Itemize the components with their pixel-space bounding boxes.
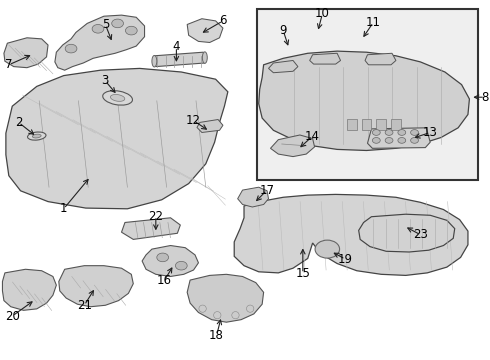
Polygon shape [142, 246, 198, 276]
Text: 17: 17 [260, 184, 274, 197]
Polygon shape [122, 218, 180, 239]
Text: 2: 2 [15, 116, 23, 129]
Text: 20: 20 [5, 310, 20, 323]
Text: 1: 1 [60, 202, 68, 215]
Polygon shape [376, 119, 386, 130]
Text: 22: 22 [148, 210, 163, 222]
Text: 3: 3 [101, 75, 109, 87]
Circle shape [385, 130, 393, 135]
Text: 15: 15 [295, 267, 310, 280]
Ellipse shape [103, 91, 132, 105]
Circle shape [65, 44, 77, 53]
Text: 7: 7 [5, 58, 13, 71]
Ellipse shape [27, 132, 46, 140]
Polygon shape [347, 119, 357, 130]
Circle shape [411, 130, 418, 135]
Polygon shape [259, 51, 469, 150]
Polygon shape [238, 187, 269, 207]
Polygon shape [270, 135, 315, 157]
Circle shape [92, 24, 104, 33]
Ellipse shape [110, 94, 125, 102]
Polygon shape [362, 119, 371, 130]
Polygon shape [310, 53, 341, 64]
Circle shape [372, 138, 380, 143]
Text: 8: 8 [481, 91, 489, 104]
Polygon shape [59, 266, 133, 307]
Text: 23: 23 [413, 228, 428, 241]
Polygon shape [391, 119, 401, 130]
Text: 21: 21 [77, 299, 92, 312]
Circle shape [157, 253, 169, 262]
FancyBboxPatch shape [257, 9, 478, 180]
Text: 11: 11 [366, 16, 381, 29]
Polygon shape [269, 60, 298, 73]
Polygon shape [187, 274, 264, 322]
Polygon shape [2, 269, 56, 310]
Text: 19: 19 [338, 253, 353, 266]
Text: 14: 14 [305, 130, 320, 143]
Polygon shape [359, 214, 455, 252]
Ellipse shape [202, 52, 207, 63]
Ellipse shape [152, 55, 157, 67]
Text: 10: 10 [315, 7, 330, 20]
Text: 16: 16 [157, 274, 172, 287]
Text: 12: 12 [186, 114, 201, 127]
Circle shape [411, 138, 418, 143]
Polygon shape [6, 68, 228, 209]
Circle shape [315, 240, 340, 258]
Polygon shape [368, 128, 430, 148]
Text: 9: 9 [279, 24, 287, 37]
Polygon shape [4, 38, 48, 68]
Circle shape [385, 138, 393, 143]
Polygon shape [154, 52, 205, 67]
Circle shape [175, 261, 187, 270]
Text: 6: 6 [219, 14, 227, 27]
Circle shape [125, 26, 137, 35]
Circle shape [398, 130, 406, 135]
Text: 18: 18 [209, 329, 224, 342]
Polygon shape [197, 120, 223, 132]
Circle shape [372, 130, 380, 135]
Polygon shape [187, 19, 223, 42]
Text: 13: 13 [423, 126, 438, 139]
Polygon shape [55, 15, 145, 70]
Polygon shape [234, 194, 468, 275]
Ellipse shape [32, 134, 41, 138]
Polygon shape [365, 53, 396, 65]
Circle shape [398, 138, 406, 143]
Circle shape [112, 19, 123, 28]
Text: 5: 5 [101, 18, 109, 31]
Text: 4: 4 [172, 40, 180, 53]
